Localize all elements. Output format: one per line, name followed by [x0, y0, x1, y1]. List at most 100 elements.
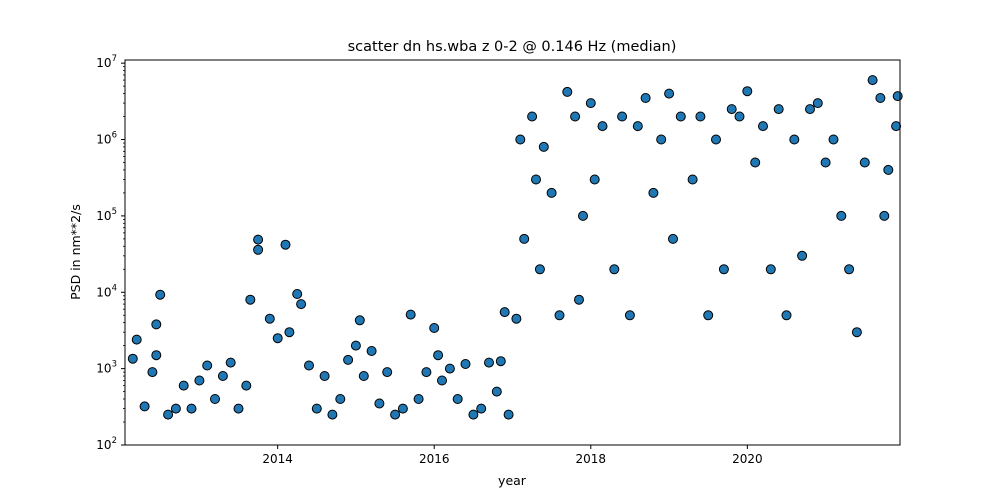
data-point: [531, 174, 541, 185]
data-point: [429, 323, 440, 333]
x-axis: 2014 2016 2018 2020: [262, 445, 763, 466]
data-point: [155, 289, 166, 300]
data-point: [225, 357, 236, 368]
data-point: [147, 367, 158, 378]
data-point: [515, 134, 526, 145]
x-tick-label: 2020: [732, 452, 763, 466]
data-point: [460, 359, 471, 369]
data-point: [687, 174, 698, 185]
data-point: [217, 371, 228, 381]
data-point: [527, 111, 538, 122]
x-tick-label: 2018: [576, 452, 607, 466]
data-point: [820, 157, 831, 168]
data-point: [836, 210, 847, 221]
data-point: [253, 244, 264, 255]
data-point: [797, 250, 808, 261]
data-point: [879, 210, 890, 221]
data-point: [131, 334, 142, 345]
y-axis-label: PSD in nm**2/s: [68, 204, 83, 300]
data-point: [758, 121, 768, 132]
data-point: [503, 409, 514, 420]
data-point: [284, 327, 295, 338]
data-point: [397, 403, 408, 414]
data-point: [163, 409, 174, 420]
data-point: [343, 354, 354, 365]
points-layer: [127, 75, 903, 420]
data-point: [648, 187, 659, 198]
data-point: [734, 111, 745, 122]
data-point: [335, 394, 346, 404]
data-point: [554, 310, 565, 321]
data-point: [892, 91, 903, 102]
data-point: [538, 141, 549, 152]
data-point: [742, 86, 753, 97]
data-point: [546, 187, 557, 198]
data-point: [875, 93, 886, 103]
data-point: [828, 134, 839, 145]
data-point: [264, 313, 275, 324]
data-point: [562, 86, 573, 97]
data-point: [624, 310, 635, 321]
data-point: [186, 403, 197, 414]
data-point: [789, 134, 800, 145]
data-point: [597, 121, 608, 132]
data-point: [519, 233, 530, 244]
data-point: [805, 104, 815, 115]
y-tick-label: 107: [96, 54, 117, 70]
data-point: [433, 350, 444, 361]
data-point: [311, 403, 322, 414]
data-point: [127, 353, 138, 364]
data-point: [499, 307, 510, 318]
data-point: [851, 327, 862, 338]
y-axis: 102 103 104 105 106 107: [96, 54, 125, 452]
data-point: [773, 104, 784, 115]
data-point: [374, 398, 385, 409]
data-point: [859, 157, 870, 168]
data-point: [468, 409, 479, 420]
data-point: [765, 264, 776, 275]
data-point: [656, 134, 667, 145]
data-point: [668, 233, 678, 244]
data-point: [883, 164, 894, 175]
data-point: [726, 104, 737, 115]
data-point: [210, 394, 220, 404]
data-point: [319, 371, 330, 381]
data-point: [233, 403, 244, 414]
y-tick-label: 105: [96, 207, 117, 223]
data-point: [292, 289, 303, 299]
data-point: [437, 375, 447, 386]
data-point: [390, 409, 401, 420]
data-point: [574, 294, 584, 305]
data-point: [585, 98, 596, 109]
data-point: [444, 363, 455, 374]
x-axis-label: year: [498, 473, 527, 488]
data-point: [781, 310, 792, 321]
data-point: [178, 380, 189, 391]
data-point: [844, 264, 855, 275]
data-point: [703, 310, 714, 321]
data-point: [280, 239, 291, 250]
data-point: [534, 264, 545, 275]
data-point: [304, 360, 314, 371]
data-point: [139, 401, 150, 412]
data-point: [405, 309, 416, 320]
data-point: [664, 88, 675, 99]
data-point: [296, 299, 307, 310]
data-point: [241, 380, 252, 391]
data-point: [495, 356, 506, 367]
data-point: [272, 333, 283, 344]
data-point: [194, 375, 205, 386]
data-point: [491, 386, 502, 397]
data-point: [570, 111, 581, 122]
data-point: [711, 134, 721, 145]
data-point: [511, 313, 522, 324]
data-point: [484, 357, 494, 368]
data-point: [578, 210, 588, 221]
data-point: [695, 111, 706, 122]
data-point: [718, 264, 729, 275]
y-tick-label: 103: [96, 360, 117, 376]
data-point: [170, 403, 181, 414]
y-tick-label: 106: [96, 131, 117, 147]
data-point: [891, 121, 902, 132]
